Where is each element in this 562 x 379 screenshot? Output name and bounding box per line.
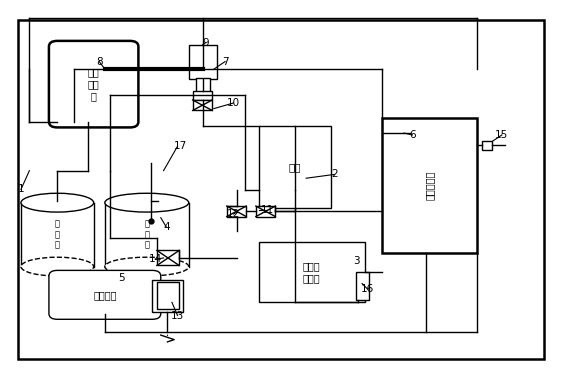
Text: 第一
加液
泵: 第一 加液 泵 <box>88 67 99 101</box>
Text: 废
液
桶: 废 液 桶 <box>144 220 149 249</box>
Ellipse shape <box>105 193 189 212</box>
Bar <box>256 206 275 216</box>
Bar <box>382 118 477 254</box>
Bar <box>157 251 179 266</box>
Text: 11: 11 <box>260 205 274 215</box>
Text: 4: 4 <box>163 222 170 232</box>
Text: 6: 6 <box>409 130 416 140</box>
Bar <box>152 280 183 312</box>
FancyBboxPatch shape <box>49 41 138 127</box>
Text: 电气控制箱: 电气控制箱 <box>424 171 434 200</box>
Text: 7: 7 <box>222 56 228 67</box>
Text: 2: 2 <box>331 169 337 179</box>
Text: 5: 5 <box>119 273 125 283</box>
Bar <box>259 242 365 302</box>
Ellipse shape <box>21 193 94 212</box>
Text: 量杯: 量杯 <box>289 162 301 172</box>
Text: 控制面板: 控制面板 <box>93 290 116 300</box>
Text: 9: 9 <box>202 38 209 48</box>
Bar <box>259 125 332 208</box>
Text: 1: 1 <box>17 185 24 194</box>
Bar <box>189 45 217 78</box>
Bar <box>226 206 246 216</box>
Text: 16: 16 <box>361 284 374 294</box>
Text: 14: 14 <box>148 254 162 264</box>
Ellipse shape <box>21 257 94 276</box>
Text: 12: 12 <box>227 209 240 219</box>
Text: 3: 3 <box>353 256 360 266</box>
Bar <box>482 141 492 150</box>
Text: 15: 15 <box>495 130 509 140</box>
Bar <box>193 91 212 100</box>
Text: 17: 17 <box>174 141 187 151</box>
Text: 13: 13 <box>171 310 184 321</box>
Bar <box>356 272 369 301</box>
Text: 容
剂
桶: 容 剂 桶 <box>55 220 60 249</box>
Text: 8: 8 <box>96 56 103 67</box>
Text: 水洗机
储液槽: 水洗机 储液槽 <box>303 262 320 283</box>
FancyBboxPatch shape <box>49 270 161 319</box>
Bar <box>157 282 179 309</box>
Text: 10: 10 <box>227 98 240 108</box>
Ellipse shape <box>105 257 189 276</box>
Bar <box>193 100 212 111</box>
Bar <box>196 78 210 92</box>
